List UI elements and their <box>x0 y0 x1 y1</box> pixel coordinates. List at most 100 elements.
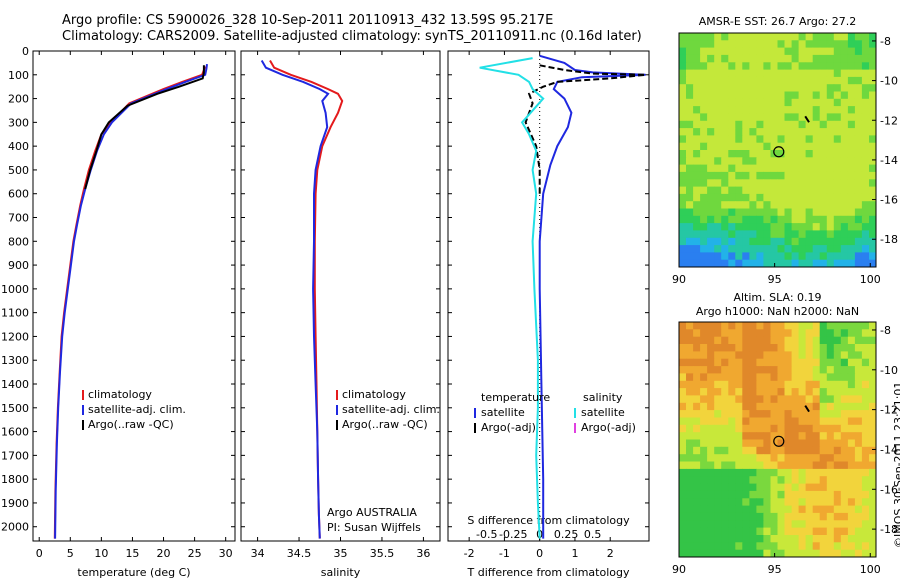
map-cell <box>784 252 792 261</box>
map-cell <box>707 535 715 543</box>
map-cell <box>756 91 764 100</box>
map-cell <box>770 54 778 63</box>
map-cell <box>721 520 729 529</box>
map-cell <box>714 439 722 448</box>
map-cell <box>742 120 750 129</box>
map-cell <box>742 208 750 217</box>
map-cell <box>700 76 708 85</box>
map-cell <box>721 245 729 253</box>
map-cell <box>714 186 722 195</box>
map-cell <box>693 128 701 136</box>
map-cell <box>770 186 778 195</box>
map-cell <box>798 366 807 374</box>
map-cell <box>798 47 807 56</box>
map-cell <box>679 179 687 188</box>
map-cell <box>721 351 729 360</box>
map-cell <box>805 336 814 345</box>
map-cell <box>763 84 771 92</box>
map-cell <box>686 106 694 114</box>
map-cell <box>735 208 743 217</box>
map-cell <box>693 164 701 173</box>
map-cell <box>686 223 694 231</box>
map-cell <box>742 230 750 239</box>
map-cell <box>826 483 835 492</box>
map-cell <box>847 395 856 404</box>
map-cell <box>679 542 687 551</box>
map-cell <box>749 468 757 477</box>
map-cell <box>679 388 687 396</box>
map-cell <box>686 520 694 529</box>
map-cell <box>679 535 687 543</box>
map-cell <box>840 171 849 180</box>
map-cell <box>679 461 687 470</box>
map-cell <box>686 171 694 180</box>
map-cell <box>714 62 722 71</box>
map-cell <box>805 512 814 521</box>
map-cell <box>735 358 743 367</box>
map-cell <box>861 402 870 411</box>
map-cell <box>700 329 708 338</box>
map-cell <box>686 373 694 382</box>
map-cell <box>700 351 708 360</box>
map-cell <box>840 69 849 78</box>
map-cell <box>742 322 750 330</box>
map-cell <box>735 454 743 462</box>
map-cell <box>721 91 729 100</box>
map-cell <box>707 259 715 268</box>
map-cell <box>735 245 743 253</box>
map-cell <box>763 380 771 389</box>
map-cell <box>735 120 743 129</box>
map-y-tick-label: -12 <box>880 114 898 127</box>
map-cell <box>869 535 877 543</box>
map-cell <box>728 468 736 477</box>
map-cell <box>784 351 792 360</box>
map-cell <box>805 439 814 448</box>
map-cell <box>798 69 807 78</box>
map-cell <box>714 208 722 217</box>
map-cell <box>679 520 687 529</box>
map-cell <box>770 498 778 507</box>
map-cell <box>735 193 743 202</box>
map-cell <box>714 446 722 455</box>
map-cell <box>777 91 785 100</box>
map-cell <box>707 193 715 202</box>
map-cell <box>742 461 750 470</box>
map-cell <box>763 461 771 470</box>
map-cell <box>770 237 778 246</box>
map-cell <box>819 40 828 49</box>
map-cell <box>721 402 729 411</box>
x-tick-label: 10 <box>94 547 108 560</box>
map-cell <box>749 512 757 521</box>
map-cell <box>854 380 863 389</box>
map-cell <box>777 171 785 180</box>
map-cell <box>707 424 715 433</box>
map-cell <box>679 69 687 78</box>
map-cell <box>791 351 800 360</box>
map-cell <box>686 424 694 433</box>
map-cell <box>735 98 743 107</box>
map-cell <box>742 373 750 382</box>
map-cell <box>763 208 771 217</box>
map-cell <box>679 113 687 122</box>
map-cell <box>784 245 792 253</box>
map-cell <box>756 454 764 462</box>
map-cell <box>826 69 835 78</box>
map-cell <box>756 542 764 551</box>
map-cell <box>700 186 708 195</box>
map-cell <box>679 432 687 440</box>
map-cell <box>847 259 856 268</box>
map-cell <box>700 439 708 448</box>
map-cell <box>854 230 863 239</box>
map-cell <box>756 135 764 144</box>
map-cell <box>784 142 792 151</box>
map-cell <box>770 113 778 122</box>
map-cell <box>749 186 757 195</box>
map-cell <box>840 520 849 529</box>
map-cell <box>686 380 694 389</box>
map-cell <box>721 157 729 166</box>
map-cell <box>714 40 722 49</box>
map-cell <box>805 120 814 129</box>
map-cell <box>798 336 807 345</box>
map-cell <box>742 505 750 514</box>
map-cell <box>763 432 771 440</box>
